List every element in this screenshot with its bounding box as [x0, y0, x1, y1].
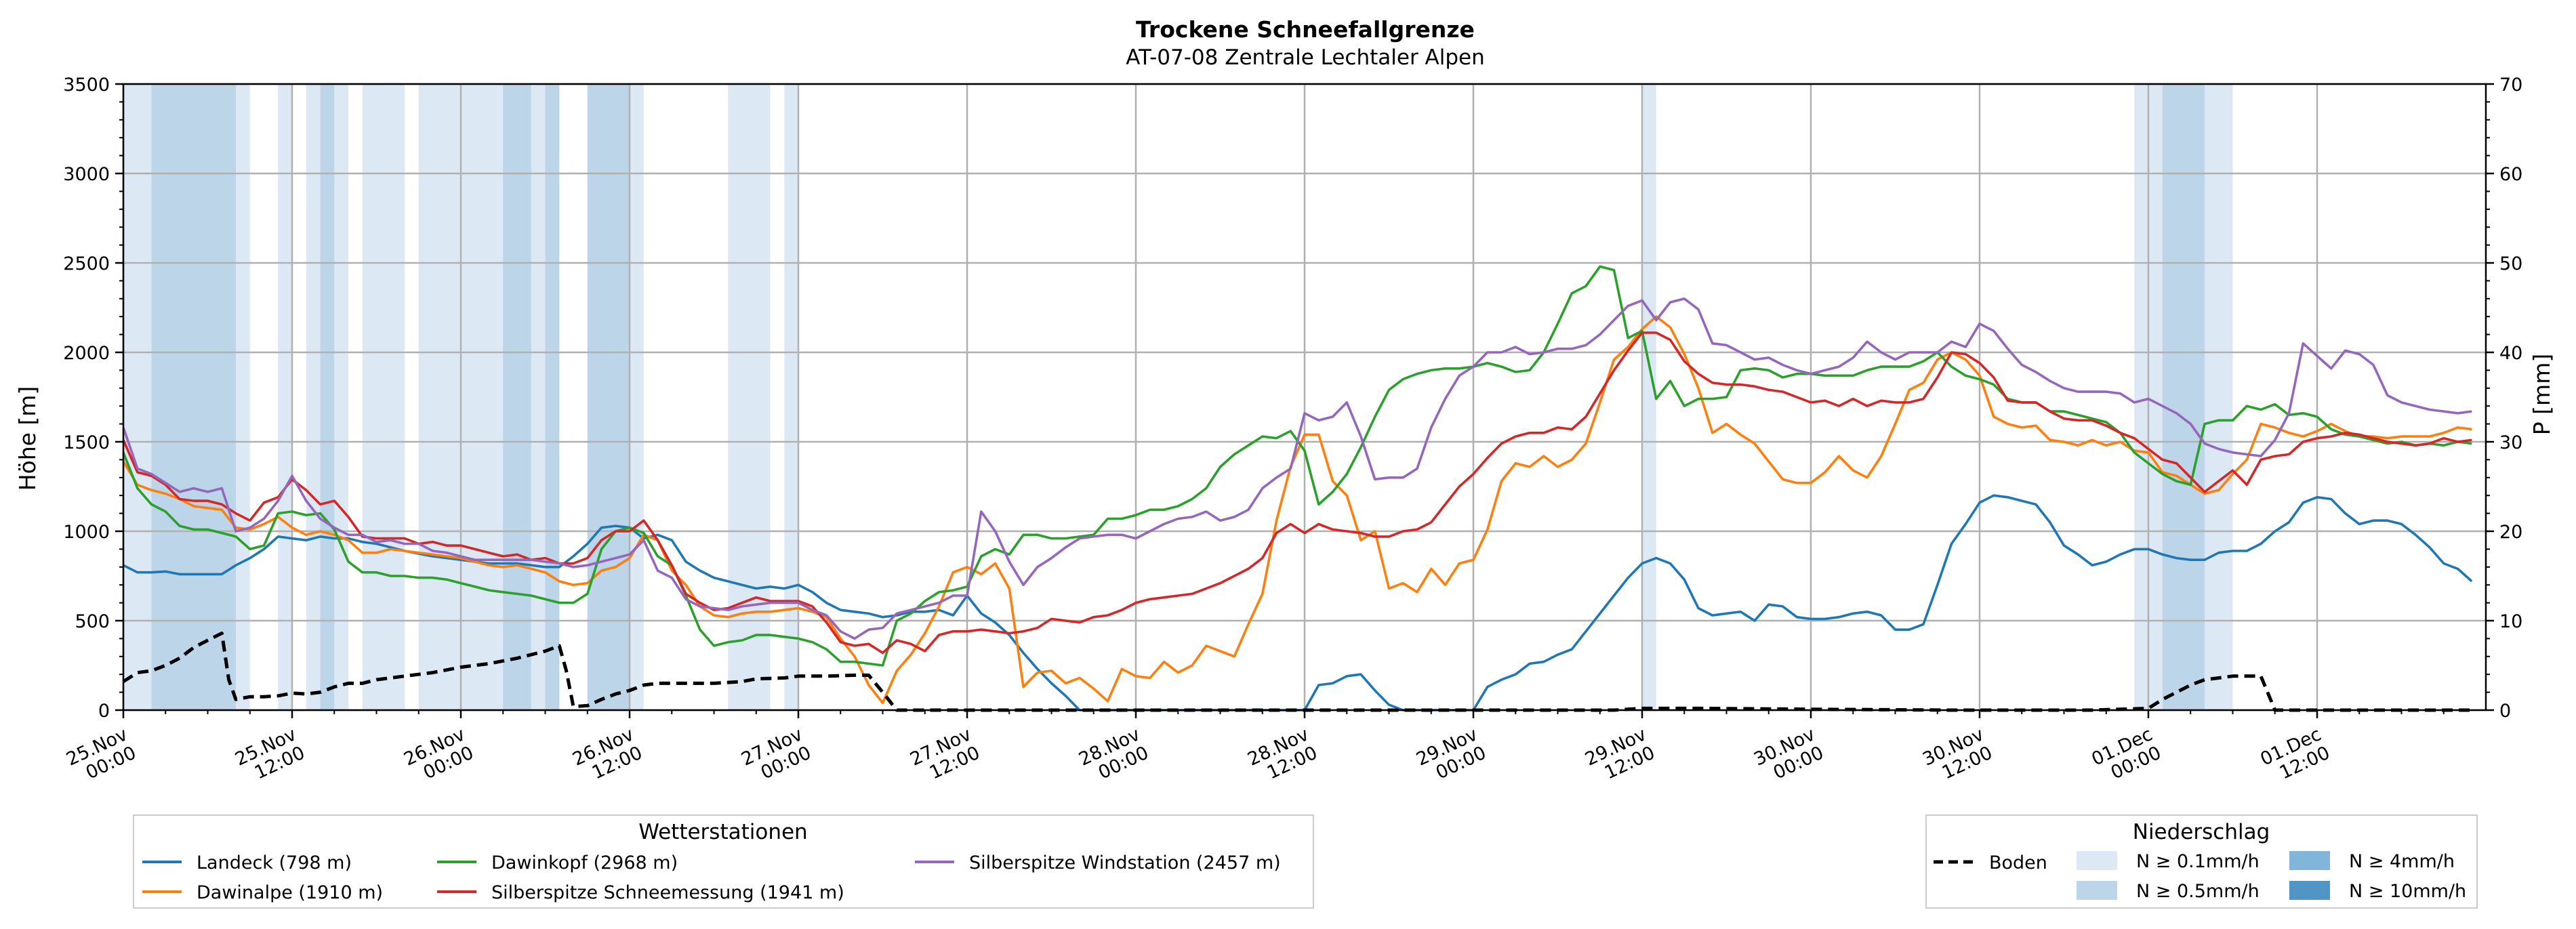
legend-precip-swatch	[2077, 851, 2117, 870]
plot-area	[122, 83, 2487, 712]
y2-tick-label: 0	[2499, 701, 2511, 722]
precip-band	[278, 84, 292, 710]
legend-stations: Wetterstationen Landeck (798 m) Dawinalpe…	[133, 814, 1314, 909]
y-tick-label: 2500	[63, 253, 110, 274]
legend-stations-title: Wetterstationen	[638, 820, 807, 844]
legend-precip-title: Niederschlag	[2133, 820, 2270, 844]
precip-band	[587, 84, 630, 710]
x-tick-label: 26.Nov00:00	[401, 724, 476, 789]
y-axis-left: 0 500 1000 1500 2000 2500 3000 3500	[63, 75, 123, 722]
y-axis-right: 0 10 20 30 40 50 60 70	[2486, 75, 2522, 722]
precip-band	[2162, 84, 2205, 710]
x-tick-label: 01.Dec00:00	[2089, 724, 2165, 789]
precipitation-bands	[123, 84, 2233, 710]
precip-band	[503, 84, 531, 710]
x-tick-label: 30.Nov00:00	[1751, 724, 1826, 789]
x-tick-label: 27.Nov12:00	[907, 724, 983, 789]
legend-station-label: Silberspitze Windstation (2457 m)	[969, 852, 1281, 873]
precip-band	[1642, 84, 1656, 710]
y2-tick-label: 20	[2499, 522, 2522, 543]
legend-station-label: Landeck (798 m)	[197, 852, 352, 873]
y2-tick-label: 40	[2499, 343, 2522, 364]
series-line	[122, 297, 2472, 640]
y2-tick-label: 60	[2499, 164, 2522, 185]
y-tick-label: 3000	[63, 164, 110, 185]
x-tick-label: 29.Nov12:00	[1582, 724, 1658, 789]
y-tick-label: 2000	[63, 343, 110, 364]
chart-title: Trockene Schneefallgrenze	[1136, 16, 1475, 43]
series-line	[122, 315, 2472, 705]
x-tick-label: 28.Nov00:00	[1076, 724, 1151, 789]
y2-tick-label: 50	[2499, 253, 2522, 274]
legend-boden-label: Boden	[1989, 852, 2047, 873]
series-line	[122, 331, 2472, 655]
legend-stations-box	[133, 814, 1314, 909]
legend-station-label: Dawinalpe (1910 m)	[197, 882, 383, 903]
x-tick-label: 27.Nov00:00	[738, 724, 814, 789]
x-tick-label: 28.Nov12:00	[1244, 724, 1320, 789]
precip-band	[784, 84, 798, 710]
x-tick-label: 25.Nov12:00	[232, 724, 308, 789]
y-tick-label: 1000	[63, 522, 110, 543]
x-axis: 25.Nov00:00 25.Nov12:00 26.Nov00:00 26.Nov1…	[63, 710, 2445, 789]
legend-precip-swatch	[2289, 881, 2330, 900]
precip-band	[320, 84, 335, 710]
y-tick-label: 3500	[63, 75, 110, 96]
series-lines	[122, 265, 2473, 712]
precip-band	[545, 84, 560, 710]
legend-precip: Niederschlag Boden N ≥ 0.1mm/h N ≥ 0.5mm/…	[1925, 814, 2478, 909]
y-tick-label: 500	[75, 611, 110, 632]
legend-precip-label: N ≥ 4mm/h	[2349, 851, 2455, 872]
x-tick-label: 25.Nov00:00	[63, 724, 139, 789]
chart-subtitle: AT-07-08 Zentrale Lechtaler Alpen	[1126, 45, 1485, 70]
legend-precip-label: N ≥ 0.1mm/h	[2136, 851, 2260, 872]
y2-tick-label: 10	[2499, 611, 2522, 632]
legend-precip-swatch	[2077, 881, 2117, 900]
y2-tick-label: 30	[2499, 432, 2522, 453]
precip-band	[151, 84, 236, 710]
y2-axis-label: P [mm]	[2529, 354, 2555, 435]
legend-precip-swatch	[2289, 851, 2330, 870]
legend-precip-label: N ≥ 10mm/h	[2349, 881, 2466, 902]
x-tick-label: 30.Nov12:00	[1919, 724, 1995, 789]
x-tick-label: 29.Nov00:00	[1413, 724, 1489, 789]
x-tick-label: 01.Dec12:00	[2257, 724, 2333, 789]
precip-band	[362, 84, 405, 710]
legend-station-label: Dawinkopf (2968 m)	[491, 852, 678, 873]
precip-band	[418, 84, 560, 710]
y-axis-label: Höhe [m]	[14, 386, 41, 491]
legend-station-label: Silberspitze Schneemessung (1941 m)	[491, 882, 844, 903]
series-line	[122, 632, 2472, 712]
legend-precip-label: N ≥ 0.5mm/h	[2136, 881, 2260, 902]
legend-precip-box	[1925, 814, 2478, 909]
x-tick-label: 26.Nov12:00	[569, 724, 645, 789]
y-tick-label: 0	[98, 701, 110, 722]
y2-tick-label: 70	[2499, 75, 2522, 96]
y-tick-label: 1500	[63, 432, 110, 453]
series-line	[123, 494, 2473, 711]
